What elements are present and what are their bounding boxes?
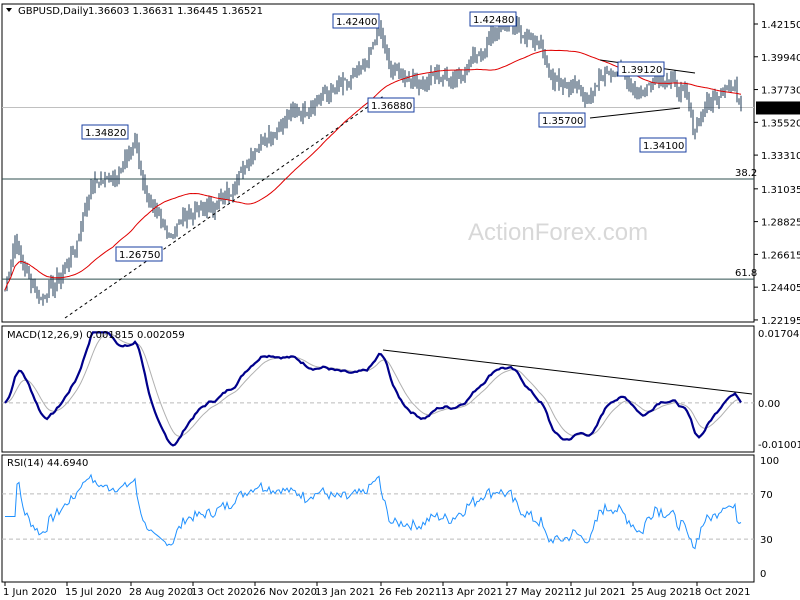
price-annotation-label: 1.35700 [542, 116, 583, 127]
macd-main-line [4, 331, 742, 447]
price-annotation-label: 1.39120 [621, 65, 662, 76]
macd-y-label: -0.010013 [758, 440, 800, 451]
triangle-lower-line [589, 107, 681, 119]
price-annotation-label: 1.26750 [119, 250, 160, 261]
y-tick-label: 1.37730 [761, 86, 800, 97]
fib-label: 61.8 [735, 268, 757, 279]
collapse-triangle-icon[interactable] [6, 8, 12, 12]
rsi-y-label: 70 [760, 490, 773, 501]
y-tick-label: 1.22195 [761, 316, 800, 327]
price-annotation-box [469, 11, 517, 27]
y-tick-label: 1.24405 [761, 283, 800, 294]
panel-frames [1, 3, 755, 583]
x-tick-label: 25 Aug 2021 [631, 587, 695, 598]
price-annotation-label: 1.42480 [473, 15, 514, 26]
rsi-line [5, 473, 742, 550]
price-series: 38.2 61.8 1.42400 1.42480 1.34820 1.26750 1.36… [2, 11, 757, 319]
y-tick-label: 1.28825 [761, 218, 800, 229]
price-annotation-label: 1.34100 [643, 141, 684, 152]
price-panel [1, 3, 755, 323]
price-annotation-label: 1.34820 [85, 128, 126, 139]
fib-label: 38.2 [735, 168, 757, 179]
price-annotation-box [538, 112, 586, 128]
price-annotation-label: 1.42400 [336, 17, 377, 28]
symbol-label: GBPUSD,Daily [18, 6, 89, 17]
current-price-label: 1.36521 [760, 103, 800, 114]
x-tick-label: 15 Jul 2020 [65, 587, 122, 598]
x-tick-label: 1 Jun 2020 [3, 587, 57, 598]
y-tick-label: 1.35520 [761, 118, 800, 129]
macd-trendline [382, 349, 753, 395]
price-annotation-box [367, 97, 415, 113]
price-annotation-box [617, 61, 665, 77]
rsi-y-label: 0 [760, 569, 766, 580]
x-tick-label: 8 Oct 2021 [695, 587, 750, 598]
price-annotation-box [639, 137, 687, 153]
x-tick-label: 13 Apr 2021 [441, 587, 503, 598]
price-annotation-box [332, 13, 380, 29]
ohlc-values: 1.36603 1.36631 1.36445 1.36521 [88, 6, 263, 17]
current-price-tag [756, 101, 800, 115]
macd-y-label: 0.00 [758, 399, 780, 410]
rsi-title: RSI(14) 44.6940 [7, 458, 88, 469]
y-tick-label: 1.26615 [761, 250, 800, 261]
rsi-series [2, 473, 754, 550]
macd-panel [1, 325, 755, 453]
price-annotation-box [81, 124, 129, 140]
x-tick-label: 13 Jan 2021 [315, 587, 375, 598]
price-annotation-box [115, 246, 163, 262]
macd-title: MACD(12,26,9) 0.001815 0.002059 [7, 330, 185, 341]
macd-y-label: 0.017047 [758, 329, 800, 340]
dashed-trendline [64, 94, 386, 319]
x-tick-label: 12 Jul 2021 [569, 587, 626, 598]
macd-series [2, 331, 754, 447]
x-tick-label: 27 May 2021 [505, 587, 570, 598]
price-annotation-label: 1.36880 [371, 101, 412, 112]
y-tick-label: 1.39940 [761, 53, 800, 64]
x-tick-label: 13 Oct 2020 [191, 587, 253, 598]
y-tick-label: 1.33310 [761, 151, 800, 162]
rsi-y-label: 30 [760, 535, 773, 546]
rsi-y-label: 100 [760, 456, 779, 467]
watermark: ActionForex.com [468, 219, 648, 246]
x-tick-label: 26 Nov 2020 [253, 587, 317, 598]
axes: 1.42150 1.39940 1.37730 1.35520 1.33310 1.310… [3, 20, 800, 598]
macd-signal-line [4, 333, 742, 437]
header: GBPUSD,Daily 1.36603 1.36631 1.36445 1.3… [6, 6, 263, 17]
y-tick-label: 1.31035 [761, 185, 800, 196]
x-tick-label: 26 Feb 2021 [379, 587, 441, 598]
y-tick-label: 1.42150 [761, 20, 800, 31]
rsi-panel [1, 454, 755, 583]
x-tick-label: 28 Aug 2020 [129, 587, 193, 598]
